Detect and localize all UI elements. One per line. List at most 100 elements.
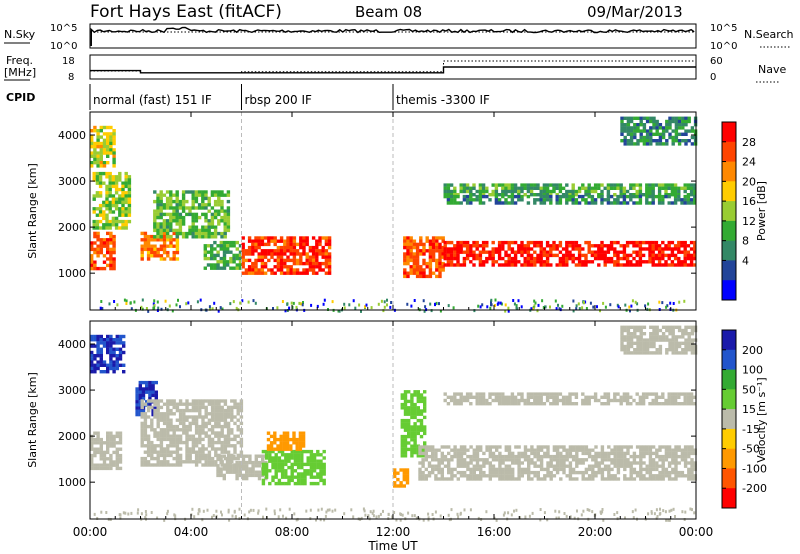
velocity-echo-cell xyxy=(145,390,149,394)
power-echo-cell xyxy=(106,241,110,245)
power-echo-cell xyxy=(106,151,110,155)
power-echo-cell xyxy=(181,196,186,201)
power-noise-cell xyxy=(177,298,179,302)
power-echo-cell xyxy=(478,260,483,264)
power-echo-cell xyxy=(671,129,675,133)
power-echo-cell xyxy=(622,247,627,251)
power-echo-cell xyxy=(403,236,407,240)
power-echo-cell xyxy=(635,253,639,258)
power-echo-cell xyxy=(419,265,423,269)
power-echo-cell xyxy=(649,129,653,133)
power-noise-cell xyxy=(486,305,489,309)
power-echo-cell xyxy=(112,154,116,158)
power-echo-cell xyxy=(191,215,195,220)
power-echo-cell xyxy=(689,260,694,264)
power-echo-cell xyxy=(295,261,300,266)
velocity-noise-cell xyxy=(212,514,215,517)
power-echo-cell xyxy=(435,245,439,250)
velocity-echo-cell xyxy=(295,447,299,451)
velocity-echo-cell xyxy=(241,460,246,465)
power-echo-cell xyxy=(412,271,417,275)
velocity-echo-cell xyxy=(626,458,630,462)
power-echo-cell xyxy=(175,257,180,261)
power-echo-cell xyxy=(587,193,591,197)
power-echo-cell xyxy=(232,240,236,245)
power-echo-cell xyxy=(600,240,604,245)
velocity-echo-cell xyxy=(642,351,647,355)
power-echo-cell xyxy=(140,238,144,242)
velocity-echo-cell xyxy=(204,431,208,435)
velocity-noise-cell xyxy=(369,510,372,514)
power-echo-cell xyxy=(289,236,293,240)
power-echo-cell xyxy=(465,250,470,254)
velocity-echo-cell xyxy=(146,453,151,458)
power-echo-cell xyxy=(638,263,643,267)
velocity-echo-cell xyxy=(620,338,624,342)
velocity-echo-cell xyxy=(600,448,605,452)
power-echo-cell xyxy=(478,256,483,261)
velocity-echo-cell xyxy=(664,451,669,456)
power-echo-cell xyxy=(520,189,524,194)
power-echo-cell xyxy=(241,242,245,247)
velocity-echo-cell xyxy=(507,445,512,449)
power-noise-cell xyxy=(644,304,647,308)
power-echo-cell xyxy=(677,240,681,245)
velocity-echo-cell xyxy=(109,363,113,367)
velocity-echo-cell xyxy=(571,477,576,481)
power-noise-cell xyxy=(323,298,326,302)
velocity-echo-cell xyxy=(300,472,304,476)
power-echo-cell xyxy=(207,199,211,204)
velocity-echo-cell xyxy=(475,395,479,399)
power-echo-cell xyxy=(96,254,100,258)
power-echo-cell xyxy=(324,255,329,259)
power-echo-cell xyxy=(105,216,109,221)
power-echo-cell xyxy=(689,253,694,258)
power-echo-cell xyxy=(606,193,611,197)
velocity-echo-cell xyxy=(122,334,126,339)
velocity-echo-cell xyxy=(597,464,601,468)
velocity-echo-cell xyxy=(655,467,659,472)
power-echo-cell xyxy=(217,190,221,194)
power-echo-cell xyxy=(127,181,132,185)
velocity-echo-cell xyxy=(641,395,646,399)
power-echo-cell xyxy=(520,244,524,248)
power-echo-cell xyxy=(625,240,630,245)
velocity-echo-cell xyxy=(626,477,630,481)
power-echo-cell xyxy=(175,215,179,220)
power-echo-cell xyxy=(507,244,511,248)
power-echo-cell xyxy=(686,198,691,202)
power-echo-cell xyxy=(539,186,543,190)
velocity-echo-cell xyxy=(642,344,647,349)
velocity-echo-cell xyxy=(539,398,543,403)
velocity-echo-cell xyxy=(683,392,687,396)
power-echo-cell xyxy=(210,266,214,270)
power-echo-cell xyxy=(600,201,604,205)
power-echo-cell xyxy=(247,265,252,269)
power-echo-cell xyxy=(156,235,160,239)
velocity-echo-cell xyxy=(201,463,205,467)
power-echo-cell xyxy=(684,139,688,143)
velocity-echo-cell xyxy=(546,461,550,465)
velocity-echo-cell xyxy=(434,458,438,462)
velocity-echo-cell xyxy=(633,335,637,339)
power-y-tick-label: 4000 xyxy=(58,129,86,142)
power-echo-cell xyxy=(475,240,479,245)
power-echo-cell xyxy=(542,183,547,187)
velocity-echo-cell xyxy=(475,402,479,406)
power-echo-cell xyxy=(472,244,476,248)
velocity-echo-cell xyxy=(290,462,294,467)
power-echo-cell xyxy=(513,256,518,261)
velocity-echo-cell xyxy=(581,398,585,403)
power-echo-cell xyxy=(549,250,553,254)
velocity-echo-cell xyxy=(159,437,164,442)
power-echo-cell xyxy=(112,260,116,264)
velocity-echo-cell xyxy=(90,460,94,464)
velocity-echo-cell xyxy=(456,392,460,396)
velocity-echo-cell xyxy=(655,464,659,468)
power-echo-cell xyxy=(194,193,199,197)
power-echo-cell xyxy=(443,263,447,267)
velocity-echo-cell xyxy=(626,448,630,452)
power-echo-cell xyxy=(419,268,423,272)
power-echo-cell xyxy=(99,141,103,146)
power-echo-cell xyxy=(654,253,659,258)
